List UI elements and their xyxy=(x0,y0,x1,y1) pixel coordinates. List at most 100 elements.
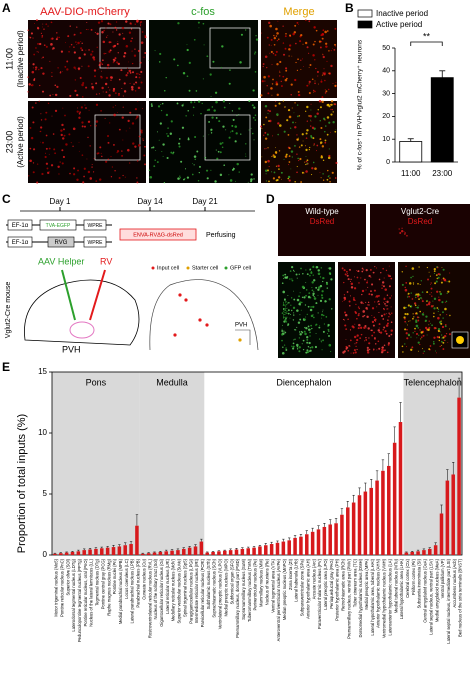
speckle xyxy=(312,294,315,297)
x-tick-label: Nucleus of the lateral lemniscus (LL) xyxy=(89,558,94,626)
speckle xyxy=(273,43,276,46)
speckle xyxy=(153,165,156,168)
speckle xyxy=(433,307,436,310)
speckle xyxy=(239,61,242,64)
speckle xyxy=(113,113,116,117)
speckle xyxy=(116,152,118,154)
speckle xyxy=(78,116,81,119)
speckle xyxy=(66,60,69,63)
speckle xyxy=(134,48,136,50)
speckle xyxy=(108,50,111,53)
speckle xyxy=(404,343,406,345)
speckle xyxy=(296,348,299,350)
speckle xyxy=(299,318,302,321)
speckle xyxy=(436,352,438,354)
speckle xyxy=(328,121,331,124)
speckle xyxy=(324,92,327,94)
x-tick-label: Parabrachial nucleus (PB) xyxy=(136,558,141,607)
speckle xyxy=(349,339,352,342)
speckle xyxy=(305,327,308,330)
x-label-group: Tuber cinereum area (TC) xyxy=(352,558,357,607)
x-tick-label: Periventricular nucleus (Pe) xyxy=(253,558,258,610)
speckle xyxy=(139,22,141,24)
speckle xyxy=(192,162,193,164)
speckle xyxy=(73,46,75,48)
speckle xyxy=(320,80,323,83)
speckle xyxy=(272,52,275,55)
bar xyxy=(299,536,303,555)
speckle xyxy=(94,32,96,34)
speckle xyxy=(283,130,286,133)
speckle xyxy=(418,304,420,306)
speckle xyxy=(220,66,223,69)
speckle xyxy=(216,157,219,160)
x-label-group: Locus coeruleus (LC) xyxy=(124,558,129,598)
speckle xyxy=(83,125,86,128)
speckle xyxy=(120,69,123,72)
speckle xyxy=(139,74,141,76)
speckle xyxy=(57,165,60,169)
bar xyxy=(82,550,86,555)
speckle xyxy=(255,35,257,37)
speckle xyxy=(436,266,439,269)
speckle xyxy=(150,103,153,105)
speckle xyxy=(124,176,126,178)
bar xyxy=(433,545,438,555)
speckle xyxy=(324,131,326,133)
speckle xyxy=(426,334,428,336)
speckle xyxy=(44,155,47,159)
speckle xyxy=(132,142,135,145)
speckle xyxy=(275,81,278,84)
speckle xyxy=(287,133,290,136)
speckle xyxy=(223,106,226,109)
zoom-box xyxy=(94,114,141,161)
speckle xyxy=(276,93,279,97)
speckle xyxy=(302,140,304,142)
speckle xyxy=(283,330,285,332)
speckle xyxy=(301,171,304,174)
speckle xyxy=(288,55,290,57)
speckle xyxy=(442,317,444,319)
bar xyxy=(316,529,321,555)
speckle xyxy=(40,119,43,121)
speckle xyxy=(133,54,137,57)
speckle xyxy=(95,124,97,127)
bar xyxy=(228,550,233,555)
legend-swatch xyxy=(357,9,373,18)
speckle xyxy=(125,20,128,23)
speckle xyxy=(102,40,106,44)
speckle xyxy=(308,341,311,345)
speckle xyxy=(401,227,403,229)
speckle xyxy=(284,35,287,38)
speckle xyxy=(320,143,322,145)
speckle xyxy=(201,102,203,105)
speckle xyxy=(383,326,386,329)
speckle xyxy=(140,70,143,74)
speckle xyxy=(86,22,88,24)
speckle xyxy=(381,284,383,286)
x-label-group: Median preoptic nucleus (MnPO) xyxy=(282,558,287,620)
speckle xyxy=(254,114,257,116)
speckle xyxy=(125,44,129,48)
pvh-label: PVH xyxy=(235,323,247,329)
speckle xyxy=(301,133,304,136)
speckle xyxy=(379,331,383,334)
speckle xyxy=(251,132,254,135)
speckle xyxy=(314,90,316,93)
speckle xyxy=(31,106,34,109)
speckle xyxy=(63,134,66,137)
speckle xyxy=(165,113,169,117)
speckle xyxy=(306,120,308,122)
speckle xyxy=(415,320,418,324)
speckle xyxy=(275,152,278,154)
x-tick-label: Medial preoptic area (MPA) xyxy=(364,558,369,609)
speckle xyxy=(387,319,389,321)
speckle xyxy=(234,140,237,143)
speckle xyxy=(193,164,195,166)
speckle xyxy=(291,278,293,280)
speckle xyxy=(250,180,253,183)
cell-dot xyxy=(238,338,242,342)
speckle xyxy=(144,145,146,148)
speckle xyxy=(316,70,319,74)
speckle xyxy=(436,290,439,293)
